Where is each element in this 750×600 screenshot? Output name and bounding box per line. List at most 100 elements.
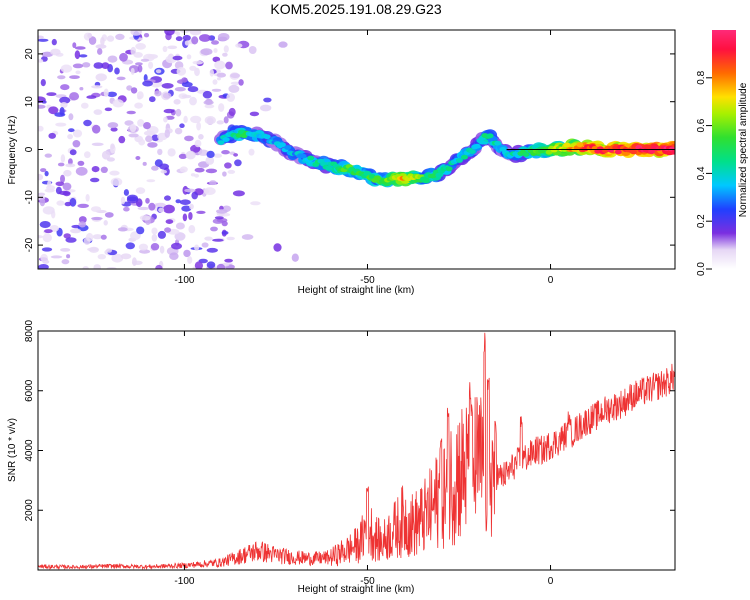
noise-blob bbox=[91, 216, 103, 221]
noise-blob bbox=[50, 255, 63, 259]
noise-blob bbox=[204, 104, 215, 109]
noise-blob bbox=[175, 222, 185, 230]
noise-blob bbox=[39, 197, 46, 207]
noise-blob bbox=[69, 92, 80, 101]
colorbar-label: Normalized spectral amplitude bbox=[738, 82, 749, 217]
noise-blob bbox=[66, 254, 71, 259]
noise-blob bbox=[130, 30, 142, 36]
noise-blob bbox=[55, 122, 67, 127]
noise-blob bbox=[44, 229, 53, 234]
noise-blob bbox=[124, 120, 134, 126]
noise-blob bbox=[248, 148, 255, 156]
noise-blob bbox=[199, 34, 211, 42]
noise-blob bbox=[169, 252, 179, 260]
x-tick-label: 0 bbox=[548, 576, 554, 587]
noise-blob bbox=[204, 236, 213, 241]
noise-blob bbox=[174, 127, 183, 135]
noise-blob bbox=[125, 242, 135, 250]
noise-blob bbox=[117, 227, 128, 232]
noise-blob bbox=[93, 62, 104, 69]
signal-cell bbox=[468, 149, 476, 155]
signal-cell bbox=[522, 152, 530, 157]
signal-cell bbox=[455, 158, 463, 163]
noise-blob bbox=[155, 69, 162, 74]
colorbar-tick-label: 0.2 bbox=[696, 214, 707, 228]
noise-blob bbox=[85, 232, 94, 242]
snr-panel: -100 -50 0 2000 4000 6000 8000 Height of stra… bbox=[7, 319, 676, 595]
noise-blob bbox=[58, 190, 71, 196]
signal-cell bbox=[473, 143, 481, 149]
x-tick-label: -100 bbox=[174, 275, 194, 286]
noise-blob bbox=[44, 153, 52, 158]
noise-blob bbox=[160, 169, 167, 174]
noise-blob bbox=[149, 96, 156, 103]
noise-blob bbox=[38, 38, 49, 42]
noise-blob bbox=[40, 253, 48, 262]
noise-blob bbox=[216, 77, 221, 81]
noise-blob bbox=[192, 60, 204, 65]
noise-blob bbox=[97, 254, 107, 260]
noise-blob bbox=[118, 135, 126, 144]
noise-blob bbox=[224, 162, 232, 169]
noise-blob bbox=[162, 45, 168, 53]
noise-blob bbox=[101, 62, 110, 69]
noise-blob bbox=[41, 51, 54, 57]
noise-blob bbox=[79, 87, 84, 91]
noise-blob bbox=[213, 48, 218, 53]
noise-blob bbox=[230, 81, 241, 86]
noise-blob bbox=[194, 139, 202, 148]
noise-blob bbox=[227, 169, 236, 174]
noise-blob bbox=[137, 206, 150, 211]
x-tick-label: -50 bbox=[360, 275, 375, 286]
noise-blob bbox=[77, 160, 85, 166]
noise-blob bbox=[181, 77, 188, 83]
noise-blob bbox=[60, 154, 66, 163]
noise-blob bbox=[148, 61, 154, 69]
noise-blob bbox=[120, 253, 132, 260]
signal-cell bbox=[217, 140, 225, 146]
noise-blob bbox=[137, 119, 145, 127]
noise-blob bbox=[194, 261, 203, 269]
signal-cell bbox=[373, 175, 381, 181]
heatmap-x-label: Height of straight line (km) bbox=[298, 285, 415, 296]
noise-blob bbox=[48, 106, 59, 115]
noise-blob bbox=[223, 45, 229, 53]
noise-blob bbox=[158, 207, 165, 213]
noise-blob bbox=[178, 153, 187, 159]
signal-cell bbox=[630, 149, 638, 155]
noise-blob bbox=[123, 189, 129, 196]
signal-cell bbox=[614, 149, 622, 155]
noise-blob bbox=[222, 52, 228, 57]
noise-blob bbox=[68, 128, 75, 133]
noise-blob bbox=[179, 199, 191, 205]
noise-blob bbox=[194, 173, 200, 178]
snr-y-ticks: 2000 4000 6000 8000 bbox=[24, 319, 675, 521]
noise-blob bbox=[204, 116, 216, 125]
signal-cell bbox=[445, 166, 453, 172]
noise-blob bbox=[175, 36, 183, 42]
signal-cell bbox=[307, 155, 315, 161]
noise-blob bbox=[103, 88, 109, 98]
noise-blob bbox=[210, 226, 218, 232]
noise-blob bbox=[249, 111, 260, 117]
noise-blob bbox=[90, 206, 102, 213]
noise-blob bbox=[211, 40, 219, 45]
noise-blob bbox=[65, 237, 77, 243]
x-tick-label: -100 bbox=[174, 576, 194, 587]
noise-blob bbox=[112, 99, 124, 108]
noise-blob bbox=[104, 212, 114, 218]
noise-blob bbox=[107, 91, 117, 98]
colorbar-gradient bbox=[712, 30, 736, 269]
noise-blob bbox=[82, 62, 91, 68]
noise-blob bbox=[136, 91, 144, 100]
noise-blob bbox=[85, 194, 90, 202]
noise-blob bbox=[194, 244, 200, 251]
noise-blob bbox=[135, 43, 147, 50]
noise-blob bbox=[134, 102, 143, 109]
noise-blob bbox=[188, 225, 196, 234]
noise-blob bbox=[57, 75, 66, 80]
signal-cell bbox=[486, 133, 494, 139]
noise-blob bbox=[228, 107, 236, 117]
noise-blob bbox=[233, 153, 239, 157]
